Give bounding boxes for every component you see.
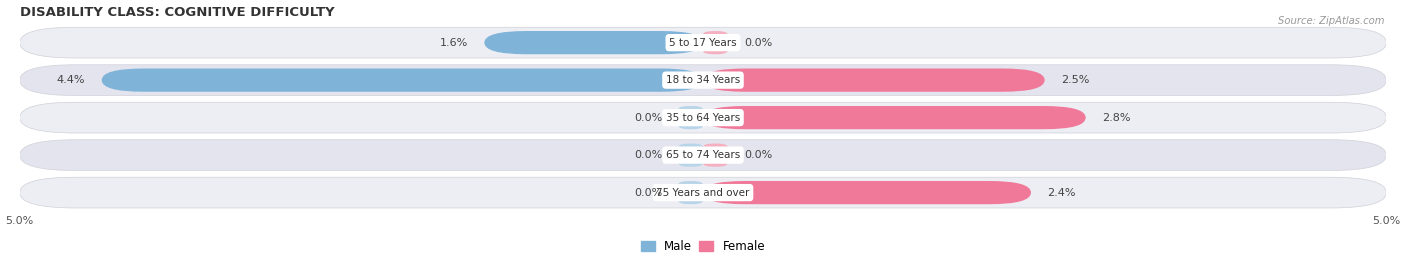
- Legend: Male, Female: Male, Female: [636, 235, 770, 258]
- Text: 65 to 74 Years: 65 to 74 Years: [666, 150, 740, 160]
- FancyBboxPatch shape: [484, 31, 703, 54]
- Text: Source: ZipAtlas.com: Source: ZipAtlas.com: [1278, 16, 1385, 26]
- FancyBboxPatch shape: [20, 65, 1386, 95]
- Text: 4.4%: 4.4%: [56, 75, 86, 85]
- FancyBboxPatch shape: [20, 102, 1386, 133]
- FancyBboxPatch shape: [703, 106, 1085, 129]
- Text: 5 to 17 Years: 5 to 17 Years: [669, 38, 737, 48]
- FancyBboxPatch shape: [703, 181, 1031, 204]
- Text: 0.0%: 0.0%: [744, 150, 772, 160]
- Text: 0.0%: 0.0%: [634, 113, 662, 123]
- FancyBboxPatch shape: [703, 69, 1045, 92]
- FancyBboxPatch shape: [101, 69, 703, 92]
- FancyBboxPatch shape: [679, 181, 703, 204]
- Text: 2.8%: 2.8%: [1102, 113, 1130, 123]
- Text: 75 Years and over: 75 Years and over: [657, 187, 749, 198]
- FancyBboxPatch shape: [703, 31, 727, 54]
- Text: 18 to 34 Years: 18 to 34 Years: [666, 75, 740, 85]
- Text: 0.0%: 0.0%: [634, 187, 662, 198]
- FancyBboxPatch shape: [20, 177, 1386, 208]
- Text: DISABILITY CLASS: COGNITIVE DIFFICULTY: DISABILITY CLASS: COGNITIVE DIFFICULTY: [20, 6, 335, 19]
- Text: 2.5%: 2.5%: [1062, 75, 1090, 85]
- Text: 2.4%: 2.4%: [1047, 187, 1076, 198]
- Text: 0.0%: 0.0%: [744, 38, 772, 48]
- Text: 1.6%: 1.6%: [440, 38, 468, 48]
- FancyBboxPatch shape: [20, 140, 1386, 171]
- Text: 0.0%: 0.0%: [634, 150, 662, 160]
- FancyBboxPatch shape: [679, 106, 703, 129]
- Text: 35 to 64 Years: 35 to 64 Years: [666, 113, 740, 123]
- FancyBboxPatch shape: [20, 27, 1386, 58]
- FancyBboxPatch shape: [703, 143, 727, 167]
- FancyBboxPatch shape: [679, 143, 703, 167]
